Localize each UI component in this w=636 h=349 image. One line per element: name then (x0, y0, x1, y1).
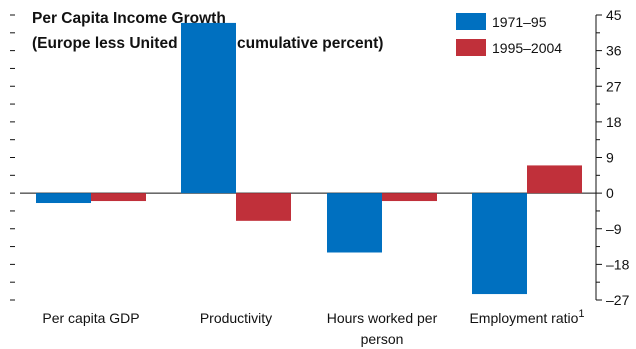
bars (36, 22, 582, 295)
category-label: Employment ratio1 (469, 308, 584, 326)
y-axis: 45 36 27 18 9 0 –9 –18 –27 (596, 7, 630, 308)
y-tick-label: 18 (606, 114, 622, 130)
y-tick-label: –18 (606, 256, 630, 272)
y-tick-label: –27 (606, 292, 630, 308)
y-tick-label: 27 (606, 78, 622, 94)
bar-series1 (181, 22, 236, 194)
legend: 1971–95 1995–2004 (456, 13, 562, 56)
chart-title: Per Capita Income Growth (32, 10, 226, 27)
legend-label: 1971–95 (492, 14, 547, 30)
left-minor-ticks (10, 14, 15, 301)
y-tick-label: –9 (606, 221, 622, 237)
bar-series2 (236, 193, 291, 221)
category-label: Per capita GDP (42, 310, 139, 326)
legend-label: 1995–2004 (492, 40, 562, 56)
category-labels: Per capita GDP Productivity Hours worked p… (42, 308, 584, 347)
y-tick-label: 9 (606, 150, 614, 166)
y-tick-label: 0 (606, 185, 614, 201)
y-tick-label: 45 (606, 7, 622, 23)
bar-series2 (527, 165, 582, 194)
bar-series1 (36, 193, 91, 204)
bar-series2 (91, 193, 146, 202)
legend-swatch (456, 39, 486, 56)
bar-series1 (327, 193, 382, 253)
bar-series1 (472, 193, 527, 295)
y-tick-label: 36 (606, 43, 622, 59)
category-label: Productivity (200, 310, 272, 326)
bar-series2 (382, 193, 437, 202)
legend-swatch (456, 13, 486, 30)
category-label: Hours worked per person (327, 310, 438, 347)
